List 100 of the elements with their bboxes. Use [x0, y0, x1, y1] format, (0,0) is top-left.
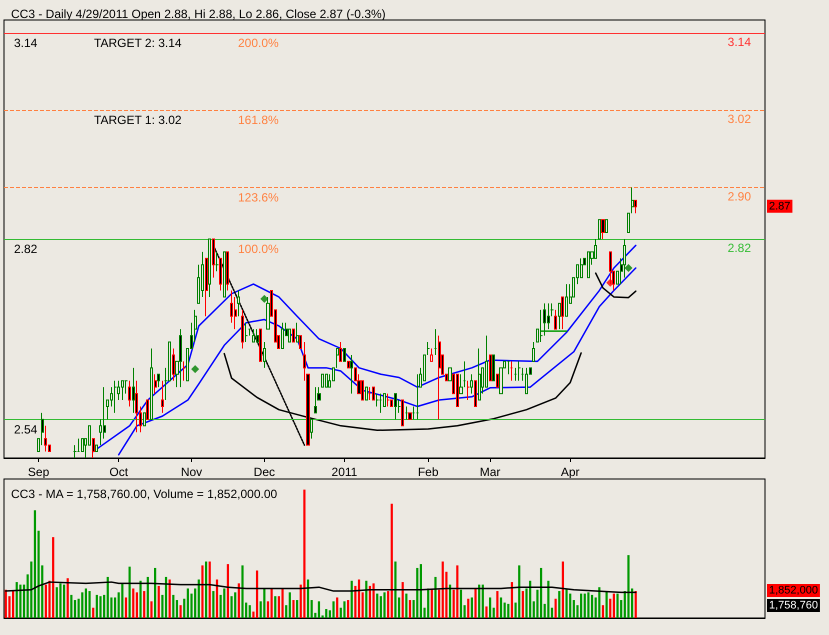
annotation: 200.0%	[238, 36, 280, 50]
bar	[143, 591, 146, 618]
bar	[467, 598, 470, 618]
bar	[482, 584, 484, 618]
bar	[230, 596, 233, 618]
bar	[496, 591, 498, 618]
annotation: 161.8%	[238, 113, 280, 128]
ref-line-label: 2.82	[728, 241, 752, 255]
bar	[507, 604, 510, 618]
bar	[569, 594, 572, 618]
bar	[296, 600, 298, 618]
bar	[500, 597, 502, 618]
bar	[442, 562, 444, 618]
text: 2.87	[769, 200, 790, 212]
bar	[186, 588, 189, 618]
bar	[343, 601, 346, 618]
bar	[44, 584, 47, 618]
bar	[460, 590, 462, 618]
bar	[179, 605, 182, 618]
bar	[198, 579, 200, 618]
chart-title: CC3 - MA = 1,758,760.00, Volume = 1,852,000.00	[11, 487, 278, 501]
bar	[234, 592, 236, 618]
bar	[318, 601, 320, 618]
bar	[81, 592, 84, 618]
bar	[332, 601, 335, 618]
bar	[376, 594, 378, 618]
chart-title: CC3 - Daily 4/29/2011 Open 2.88, Hi 2.88, Lo 2.86, Close 2.87 (-0.3%)	[11, 7, 386, 21]
bar	[522, 591, 524, 618]
bar	[456, 565, 458, 618]
bar	[92, 608, 94, 618]
bar	[430, 588, 433, 618]
annotation: TARGET 1: 3.02	[94, 113, 182, 128]
bar	[390, 504, 393, 618]
bar	[634, 591, 637, 618]
ref-line-label: 3.14	[728, 34, 752, 49]
bar	[124, 597, 128, 618]
bar	[62, 584, 66, 618]
x-tick-label: Dec	[254, 465, 276, 479]
bar	[56, 587, 58, 618]
bar	[132, 588, 134, 618]
bar	[99, 596, 102, 618]
bar	[616, 594, 619, 618]
bar	[121, 583, 124, 618]
x-tick-label: 2011	[332, 465, 358, 479]
bar	[587, 592, 590, 618]
bar	[274, 596, 276, 618]
bar	[168, 579, 171, 618]
bar	[70, 594, 72, 618]
bar	[84, 588, 88, 618]
bar	[325, 609, 328, 618]
bar	[106, 576, 109, 618]
bar	[52, 537, 54, 618]
bar	[598, 587, 600, 618]
bar	[146, 576, 149, 618]
bar	[365, 580, 368, 618]
bar	[16, 582, 18, 618]
bar	[590, 594, 594, 618]
annotation: 123.6%	[238, 190, 280, 204]
bar	[34, 510, 36, 618]
bar	[336, 597, 338, 618]
bar	[88, 591, 91, 618]
bar	[584, 594, 586, 618]
bar	[96, 594, 98, 618]
bar	[66, 578, 69, 618]
annotation: TARGET 2: 3.14	[94, 36, 182, 50]
bar	[292, 600, 295, 618]
bar	[558, 591, 560, 618]
bar	[416, 568, 418, 618]
bar	[383, 592, 386, 618]
y-tick-label: 2.54	[14, 422, 38, 436]
text: 1,758,760	[769, 600, 818, 612]
bar	[350, 580, 353, 618]
bar	[208, 562, 211, 618]
bar	[223, 588, 226, 618]
bar	[158, 586, 160, 618]
annotation: 100.0%	[238, 242, 280, 256]
bar	[288, 592, 291, 618]
bar	[602, 605, 604, 618]
bar	[150, 601, 153, 618]
bar	[405, 594, 408, 618]
bar	[518, 565, 520, 618]
y-tick-label: 3.14	[14, 36, 38, 50]
bar	[4, 590, 7, 618]
bar	[136, 592, 138, 618]
x-tick-label: Nov	[180, 465, 202, 479]
bar	[346, 600, 350, 618]
bar	[380, 596, 382, 618]
x-tick-label: Oct	[109, 465, 129, 479]
bar	[172, 594, 174, 618]
y-tick-label: 2.82	[14, 242, 38, 256]
bar	[212, 591, 214, 618]
bar	[248, 605, 251, 618]
bar	[554, 598, 557, 618]
bar	[470, 597, 473, 618]
bar	[408, 600, 412, 618]
text: 1,852,000	[769, 584, 818, 597]
bar	[612, 594, 615, 618]
bar	[488, 597, 492, 618]
ref-line-label: 3.02	[728, 112, 752, 126]
ref-line-label: 2.90	[728, 189, 752, 204]
